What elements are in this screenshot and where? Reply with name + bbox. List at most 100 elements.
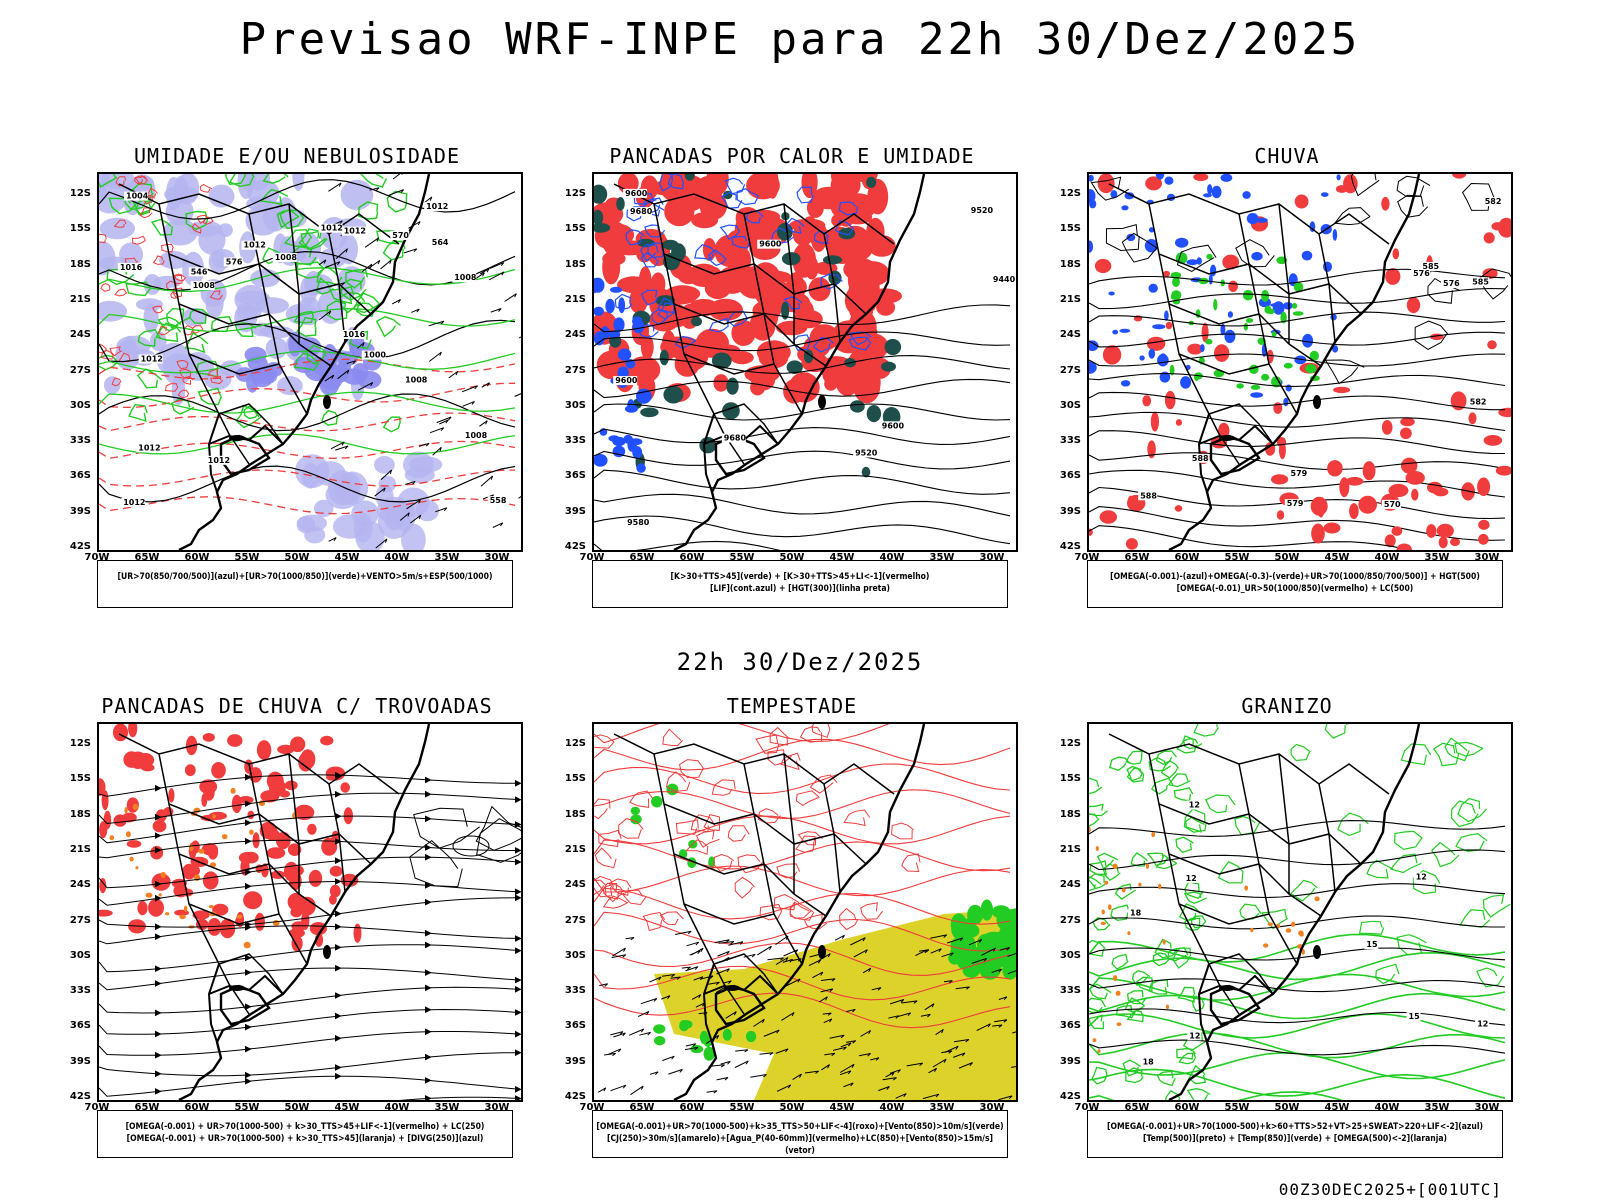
contour-label: 9680 xyxy=(630,207,653,216)
lon-tick-label: 45W xyxy=(829,552,855,563)
contour-label: 9680 xyxy=(724,434,747,443)
lon-tick-label: 50W xyxy=(1274,552,1300,563)
contour-label: 15 xyxy=(1366,940,1378,949)
coastline xyxy=(673,174,926,550)
lon-tick-label: 70W xyxy=(84,552,110,563)
lon-tick-label: 60W xyxy=(1174,1102,1200,1113)
lat-tick-label: 12S xyxy=(1059,738,1081,749)
lon-tick-label: 70W xyxy=(84,1102,110,1113)
contour-label: 9600 xyxy=(615,376,638,385)
coastline xyxy=(1168,724,1421,1100)
lat-tick-label: 12S xyxy=(564,738,586,749)
lat-tick-label: 39S xyxy=(564,1055,586,1067)
contour-label: 1012 xyxy=(244,241,266,250)
lat-tick-label: 27S xyxy=(564,914,586,926)
lon-tick-label: 65W xyxy=(134,1102,160,1113)
lat-tick-label: 42S xyxy=(1059,1091,1081,1102)
lon-tick-label: 40W xyxy=(879,552,905,563)
contour-label: 576 xyxy=(226,257,243,266)
lon-tick-label: 35W xyxy=(434,1102,460,1113)
panel-title: PANCADAS DE CHUVA C/ TROVOADAS xyxy=(101,694,493,718)
legend-box: [OMEGA(-0.001)+UR>70(1000-500)+k>35_TTS>… xyxy=(592,1110,1008,1158)
lat-tick-label: 36S xyxy=(1059,470,1081,482)
lat-tick-label: 39S xyxy=(1059,505,1081,517)
lat-tick-label: 33S xyxy=(69,985,91,997)
lat-tick-label: 39S xyxy=(1059,1055,1081,1067)
lon-tick-label: 50W xyxy=(284,552,310,563)
contour-label: 9580 xyxy=(627,518,650,527)
map-canvas: 1016101210121008100810121012101610121012… xyxy=(99,174,521,550)
lon-tick-label: 50W xyxy=(1274,1102,1300,1113)
lat-tick-label: 36S xyxy=(1059,1020,1081,1032)
legend-line: [UR>70(850/700/500)](azul)+[UR>70(1000/8… xyxy=(117,572,493,582)
contour-label: 12 xyxy=(1186,874,1197,883)
map-canvas: 12 12 15 18 12 12 15 18 12 xyxy=(1089,724,1511,1100)
contour-label: 588 xyxy=(1140,491,1157,500)
lat-tick-label: 30S xyxy=(564,399,586,411)
panel-title: PANCADAS POR CALOR E UMIDADE xyxy=(609,144,975,168)
contour-label: 1012 xyxy=(426,202,448,211)
map-frame xyxy=(592,722,1018,1102)
lat-tick-label: 12S xyxy=(564,188,586,199)
contour-label: 9600 xyxy=(759,240,782,249)
lon-tick-label: 65W xyxy=(1124,552,1150,563)
contour-label: 564 xyxy=(432,238,449,247)
contour-label: 12 xyxy=(1189,801,1200,810)
contour-label: 1000 xyxy=(364,351,387,360)
lat-tick-label: 24S xyxy=(564,329,586,341)
lon-tick-label: 30W xyxy=(1474,1102,1500,1113)
lon-tick-label: 30W xyxy=(484,552,510,563)
map-canvas xyxy=(99,724,521,1100)
lon-tick-label: 35W xyxy=(1424,1102,1450,1113)
panel-granizo: GRANIZO 12 12 15 18 12 12 15 18 12 12S 15S 18S 21S 24S… xyxy=(1037,694,1537,1184)
panel-pancadas-calor: PANCADAS POR CALOR E UMIDADE 9680 9600 9600… xyxy=(542,144,1042,634)
lat-tick-label: 15S xyxy=(564,223,586,235)
lat-tick-label: 36S xyxy=(564,1020,586,1032)
legend-line: [OMEGA(-0.01)_UR>50(1000/850)(vermelho) … xyxy=(1176,584,1414,594)
lat-tick-label: 36S xyxy=(69,1020,91,1032)
lon-tick-label: 55W xyxy=(234,552,260,563)
map-canvas xyxy=(594,724,1016,1100)
lat-tick-label: 30S xyxy=(1059,949,1081,961)
contour-label: 18 xyxy=(1130,909,1142,918)
contour-label: 1012 xyxy=(138,443,160,452)
lat-tick-label: 39S xyxy=(69,505,91,517)
lon-tick-label: 70W xyxy=(579,1102,605,1113)
coastline xyxy=(178,174,431,550)
lon-tick-label: 60W xyxy=(1174,552,1200,563)
map-frame: 588 585 582 579 576 588 585 582 579 576 570 xyxy=(1087,172,1513,552)
lat-tick-label: 18S xyxy=(1059,808,1081,820)
contour-label: 9520 xyxy=(855,449,878,458)
map-frame: 12 12 15 18 12 12 15 18 12 xyxy=(1087,722,1513,1102)
legend-line: [OMEGA(-0.001) + UR>70(1000-500) + k>30_… xyxy=(126,1134,484,1144)
lon-tick-label: 30W xyxy=(979,1102,1005,1113)
contour-label: 1008 xyxy=(454,273,477,282)
lon-tick-label: 60W xyxy=(679,1102,705,1113)
lat-tick-label: 27S xyxy=(69,364,91,376)
coastline xyxy=(178,724,431,1100)
mid-title: 22h 30/Dez/2025 xyxy=(676,648,924,676)
lat-tick-label: 21S xyxy=(69,843,91,855)
contour-label: 12 xyxy=(1189,1031,1200,1040)
lon-tick-label: 50W xyxy=(284,1102,310,1113)
lon-tick-label: 65W xyxy=(629,552,655,563)
lon-tick-label: 40W xyxy=(1374,1102,1400,1113)
map-canvas: 588 585 582 579 576 588 585 582 579 576 570 xyxy=(1089,174,1511,550)
lat-tick-label: 18S xyxy=(564,808,586,820)
panel-tempestade: TEMPESTADE 12S 15S 18S 21S 24S 27S 30S 33S 36S 39S… xyxy=(542,694,1042,1184)
contour-label: 582 xyxy=(1470,398,1487,407)
contour-label: 570 xyxy=(1384,500,1401,509)
lon-tick-label: 70W xyxy=(1074,1102,1100,1113)
panel-umidade: UMIDADE E/OU NEBULOSIDADE 1016 1012 1012 100… xyxy=(47,144,547,634)
legend-line: [Temp(500)](preto) + [Temp(850)](verde) … xyxy=(1142,1134,1447,1144)
lat-tick-label: 39S xyxy=(69,1055,91,1067)
contour-label: 1012 xyxy=(123,498,145,507)
legend-box: [OMEGA(-0.001)-(azul)+OMEGA(-0.3)-(verde… xyxy=(1087,560,1503,608)
lon-tick-label: 35W xyxy=(929,1102,955,1113)
lat-tick-label: 15S xyxy=(564,773,586,785)
legend-box: [K>30+TTS>45](verde) + [K>30+TTS>45+LI<-… xyxy=(592,560,1008,608)
lat-tick-label: 39S xyxy=(564,505,586,517)
panel-chuva: CHUVA 588 585 582 579 576 588 585 582 579 576 570 12… xyxy=(1037,144,1537,634)
lat-tick-label: 30S xyxy=(1059,399,1081,411)
lat-tick-label: 30S xyxy=(69,399,91,411)
